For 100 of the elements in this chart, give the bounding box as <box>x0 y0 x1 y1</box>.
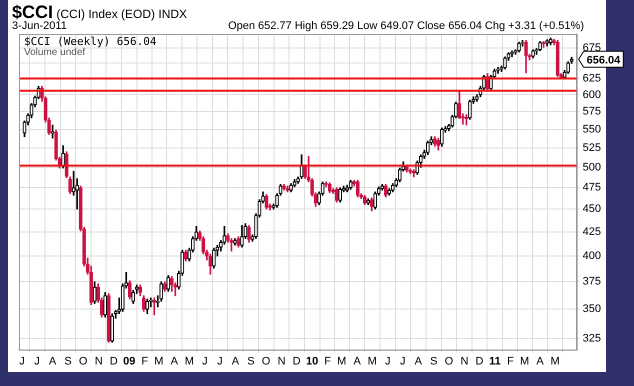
candlestick <box>328 182 332 194</box>
x-tick-label: S <box>430 355 438 368</box>
candlestick <box>106 293 111 343</box>
x-tick-label: 09 <box>123 355 136 368</box>
y-tick-label: 675 <box>582 42 602 54</box>
x-tick-label: J <box>385 355 391 368</box>
candlestick <box>566 61 570 74</box>
candlestick <box>145 298 150 314</box>
x-tick-label: 10 <box>306 355 318 368</box>
x-tick-label: F <box>141 355 148 368</box>
x-tick-label: 11 <box>489 355 501 368</box>
chart-subtitle: (CCI) Index (EOD) <box>56 7 156 21</box>
candlestick <box>233 238 237 246</box>
x-tick-label: J <box>34 355 40 368</box>
y-tick-label: 575 <box>582 106 602 118</box>
candlestick <box>362 194 367 206</box>
x-tick-label: J <box>400 355 406 368</box>
candlestick <box>247 225 251 243</box>
x-tick-label: M <box>368 355 377 368</box>
x-tick-label: N <box>460 355 468 368</box>
x-tick-label: A <box>170 355 179 368</box>
candlestick <box>92 281 96 304</box>
candlestick <box>356 180 360 198</box>
candlestick <box>348 180 353 190</box>
x-tick-label: A <box>354 355 362 368</box>
candlestick <box>334 187 338 203</box>
x-tick-label: D <box>475 355 484 368</box>
candlestick <box>208 254 212 275</box>
candlestick <box>166 275 170 292</box>
x-tick-label: M <box>184 355 194 368</box>
x-tick-label: F <box>507 355 514 368</box>
x-tick-label: N <box>278 355 286 368</box>
x-tick-label: O <box>78 355 88 368</box>
y-tick-label: 600 <box>582 88 602 101</box>
annotation: $CCI (Weekly) 656.04 <box>24 35 156 48</box>
candlestick <box>496 66 500 74</box>
x-tick-label: A <box>414 355 423 368</box>
x-tick-label: S <box>247 355 255 368</box>
candlestick <box>110 313 114 343</box>
candlestick <box>503 56 507 70</box>
y-tick-label: 450 <box>582 203 602 216</box>
y-tick-label: 325 <box>582 332 602 345</box>
candlestick <box>384 184 388 198</box>
candlestick <box>138 284 142 296</box>
candlestick <box>412 169 416 178</box>
candlestick <box>184 250 188 262</box>
candlestick <box>366 198 370 206</box>
y-tick-label: 350 <box>582 303 602 316</box>
candlestick <box>556 40 560 77</box>
candlestick <box>517 42 521 52</box>
x-tick-label: M <box>550 355 560 368</box>
x-tick-label: J <box>217 355 223 368</box>
text: Open 652.77 High 659.29 Low 649.07 Close 656.04 Chg +3.31 (+0.51%) <box>228 20 584 32</box>
y-tick-label: 550 <box>582 123 602 136</box>
annotation: Volume undef <box>24 47 86 58</box>
candlestick <box>440 128 444 147</box>
candlestick <box>236 236 240 248</box>
x-tick-label: O <box>444 355 454 368</box>
candlestick <box>468 100 472 120</box>
x-tick-label: F <box>324 355 332 368</box>
candlestick <box>50 124 54 138</box>
chart-title: $CCI <box>12 2 54 22</box>
x-tick-label: J <box>19 355 25 368</box>
candlestick <box>338 187 342 203</box>
x-tick-label: M <box>520 355 530 368</box>
x-tick-label: D <box>292 355 301 368</box>
x-tick-label: J <box>202 355 208 368</box>
x-tick-label: M <box>154 355 164 368</box>
x-tick-label: M <box>337 355 346 368</box>
x-tick-label: O <box>262 355 271 368</box>
candlestick <box>264 194 268 210</box>
candlestick <box>370 198 374 212</box>
candlestick <box>240 225 244 248</box>
y-tick-label: 525 <box>582 142 602 154</box>
candlestick <box>170 276 174 292</box>
candlestick <box>433 136 437 147</box>
x-tick-label: N <box>94 355 103 368</box>
candlestick <box>142 295 146 312</box>
text: 3-Jun-2011 <box>12 20 67 32</box>
annotation: 656.04 <box>586 54 622 66</box>
candlestick <box>426 140 430 156</box>
y-tick-label: 500 <box>582 161 602 174</box>
candlestick <box>286 186 290 192</box>
x-tick-label: D <box>110 355 118 368</box>
y-tick-label: 425 <box>582 226 602 238</box>
y-tick-label: 375 <box>582 276 602 288</box>
text: INDX <box>158 7 188 21</box>
candlestick <box>282 184 286 191</box>
candlestick <box>538 41 542 52</box>
x-tick-label: A <box>48 355 57 368</box>
candlestick <box>510 50 514 58</box>
candlestick <box>212 248 216 268</box>
y-tick-label: 400 <box>582 250 602 262</box>
candlestick <box>436 138 440 150</box>
candlestick <box>289 183 293 192</box>
candlestick <box>531 49 535 58</box>
y-tick-label: 625 <box>582 72 602 85</box>
y-tick-label: 475 <box>582 182 602 194</box>
x-tick-label: A <box>232 355 240 368</box>
x-tick-label: S <box>64 355 72 368</box>
